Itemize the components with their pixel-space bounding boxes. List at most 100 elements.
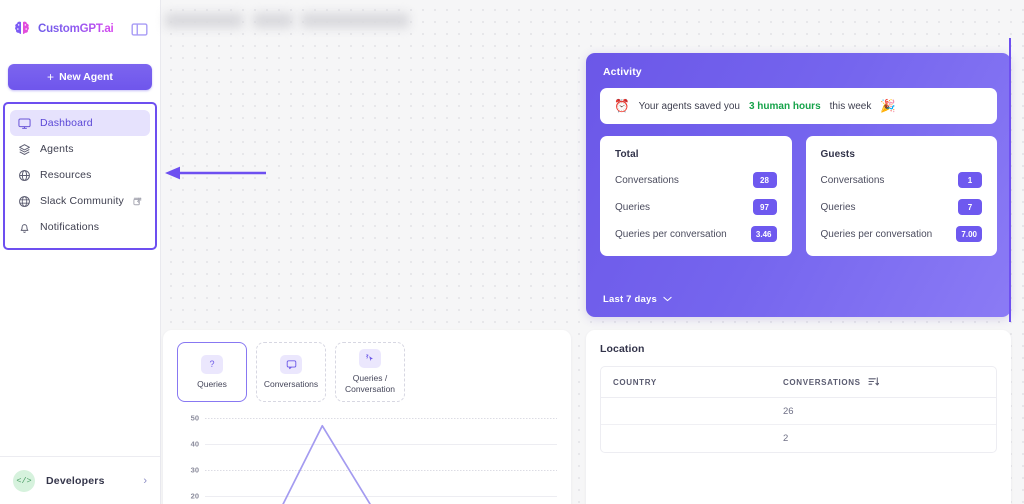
queries-line-plot: 50 40 30 20	[177, 414, 557, 504]
gridline	[205, 496, 557, 497]
brand-name: CustomGPT.ai	[38, 23, 114, 35]
chevron-right-icon: ›	[143, 474, 147, 487]
globe-grid-icon	[18, 169, 31, 182]
stat-row: Queries per conversation 3.46	[615, 226, 777, 242]
chat-bubble-icon	[280, 354, 302, 374]
page-title-redacted	[165, 10, 413, 32]
tab-conversations[interactable]: Conversations	[256, 342, 326, 402]
queries-chart-card: ? Queries Conversations	[163, 330, 571, 504]
vertical-rule-annotation	[1009, 38, 1011, 322]
conversations-cell: 26	[783, 405, 794, 417]
layers-icon	[18, 143, 31, 156]
cursor-sparkle-icon	[359, 349, 381, 369]
hours-saved-banner: ⏰ Your agents saved you 3 human hours th…	[600, 88, 997, 124]
code-icon: </>	[13, 469, 35, 492]
status-badge: 7	[958, 199, 982, 215]
sidebar-item-agents[interactable]: Agents	[10, 136, 150, 162]
sidebar-item-resources[interactable]: Resources	[10, 162, 150, 188]
status-badge: 7.00	[956, 226, 982, 242]
stat-label: Queries per conversation	[820, 228, 933, 240]
total-stats-card: Total Conversations 28 Queries 97 Querie…	[600, 136, 792, 256]
tab-label: Queries	[197, 378, 227, 389]
banner-highlight: 3 human hours	[748, 100, 821, 112]
new-agent-label: New Agent	[59, 71, 113, 83]
stat-row: Conversations 1	[820, 172, 982, 188]
plus-icon: +	[47, 70, 55, 84]
sidebar-item-dashboard[interactable]: Dashboard	[10, 110, 150, 136]
column-header-country: COUNTRY	[613, 377, 657, 387]
sidebar-item-label: Dashboard	[40, 117, 93, 129]
status-badge: 97	[752, 199, 777, 215]
sidebar-item-developers[interactable]: </> Developers ›	[0, 456, 160, 504]
gridline	[205, 470, 557, 471]
tab-label: Conversations	[263, 378, 319, 389]
location-table: COUNTRY CONVERSATIONS 26	[600, 366, 997, 453]
activity-title: Activity	[603, 66, 642, 78]
left-arrow-annotation	[163, 164, 267, 182]
sidebar-item-label: Notifications	[40, 221, 100, 233]
sidebar-item-label: Agents	[40, 143, 74, 155]
activity-stat-columns: Total Conversations 28 Queries 97 Querie…	[600, 136, 997, 256]
new-agent-button[interactable]: + New Agent	[8, 64, 152, 90]
y-axis-tick: 40	[190, 439, 199, 449]
column-header-conversations[interactable]: CONVERSATIONS	[783, 376, 879, 388]
sidebar-item-label: Slack Community	[40, 195, 124, 207]
gridline	[205, 418, 557, 419]
date-range-label: Last 7 days	[603, 294, 657, 305]
brand-row: CustomGPT.ai	[0, 0, 160, 58]
stat-label: Conversations	[820, 174, 885, 186]
status-badge: 28	[752, 172, 777, 188]
location-title: Location	[600, 343, 645, 355]
sidebar-item-notifications[interactable]: Notifications	[10, 214, 150, 240]
stat-label: Conversations	[615, 174, 679, 186]
question-mark-icon: ?	[201, 354, 223, 374]
y-axis-tick: 30	[190, 465, 199, 475]
gridline	[205, 444, 557, 445]
tab-queries-per-conversation[interactable]: Queries / Conversation	[335, 342, 405, 402]
stat-row: Queries 7	[820, 199, 982, 215]
brain-icon	[12, 19, 32, 39]
table-row[interactable]: 2	[601, 425, 996, 452]
stat-label: Queries	[820, 201, 856, 213]
sidebar-item-slack-community[interactable]: Slack Community	[10, 188, 150, 214]
date-range-dropdown[interactable]: Last 7 days	[603, 294, 672, 305]
stat-row: Conversations 28	[615, 172, 777, 188]
metric-tab-group: ? Queries Conversations	[177, 342, 557, 402]
guests-heading: Guests	[820, 149, 856, 160]
status-badge: 1	[958, 172, 982, 188]
location-card: Location COUNTRY CONVERSATIONS	[586, 330, 1011, 504]
conversations-cell: 2	[783, 433, 789, 444]
monitor-icon	[18, 117, 31, 130]
sidebar: CustomGPT.ai + New Agent Dashboard	[0, 0, 161, 504]
guests-stats-card: Guests Conversations 1 Queries 7 Queries…	[805, 136, 997, 256]
banner-text-before: Your agents saved you	[638, 100, 740, 112]
sidebar-spacer	[0, 250, 160, 456]
sidebar-item-label: Resources	[40, 169, 92, 181]
status-badge: 3.46	[750, 226, 777, 242]
column-header-label: CONVERSATIONS	[783, 377, 861, 387]
sort-descending-icon[interactable]	[868, 376, 879, 388]
stat-label: Queries per conversation	[615, 228, 727, 240]
tab-queries[interactable]: ? Queries	[177, 342, 247, 402]
sidebar-toggle-icon[interactable]	[130, 21, 148, 37]
developers-label: Developers	[46, 474, 105, 487]
stat-row: Queries per conversation 7.00	[820, 226, 982, 242]
sidebar-nav-highlight-box: Dashboard Agents Resources	[3, 102, 157, 250]
y-axis-tick: 20	[190, 491, 199, 501]
total-heading: Total	[615, 149, 639, 160]
stat-row: Queries 97	[615, 199, 777, 215]
banner-text-after: this week	[829, 100, 872, 112]
table-row[interactable]: 26	[601, 398, 996, 425]
stat-label: Queries	[615, 201, 651, 213]
alarm-clock-icon: ⏰	[614, 98, 630, 113]
chevron-down-icon	[663, 294, 672, 305]
activity-card: Activity ⏰ Your agents saved you 3 human…	[586, 53, 1011, 317]
tab-label: Queries / Conversation	[344, 373, 396, 394]
party-popper-icon: 🎉	[880, 98, 896, 113]
y-axis-tick: 50	[190, 413, 199, 423]
external-link-icon	[133, 197, 142, 206]
chart-line-path	[282, 424, 372, 504]
bell-icon	[18, 221, 31, 234]
table-header-row: COUNTRY CONVERSATIONS	[601, 367, 996, 398]
globe-icon	[18, 195, 31, 208]
